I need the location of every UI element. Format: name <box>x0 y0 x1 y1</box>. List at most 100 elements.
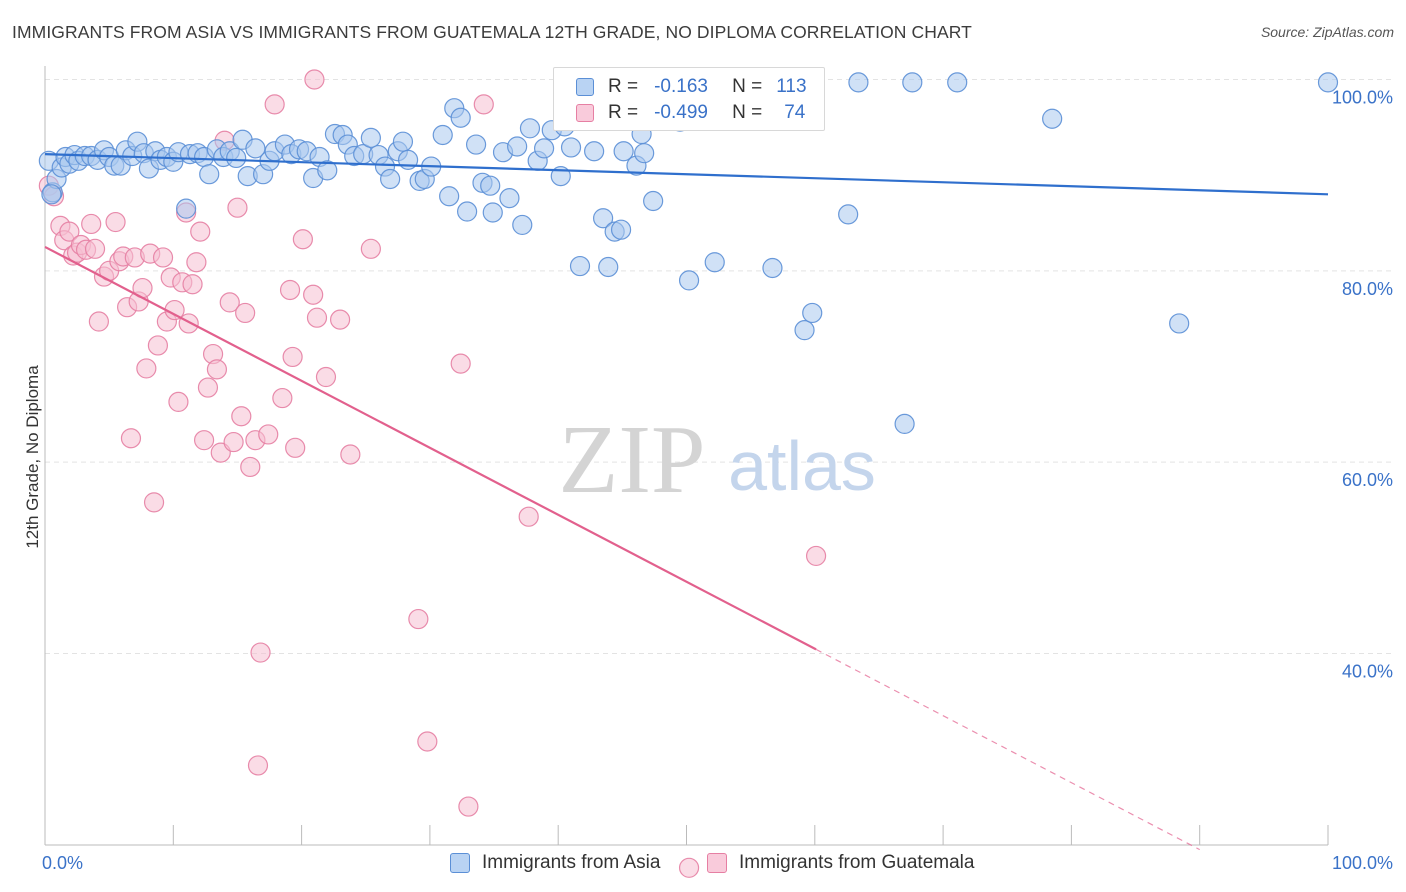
asia-point <box>560 137 582 158</box>
guatemala-point <box>136 358 157 379</box>
guatemala-point <box>450 353 471 374</box>
guatemala-point <box>329 309 351 330</box>
asia-point <box>450 107 471 128</box>
asia-point <box>499 188 520 209</box>
legend-r-value: -0.499 <box>654 102 708 123</box>
asia-point <box>392 131 414 152</box>
guatemala-point <box>306 307 328 328</box>
legend-n-value: 113 <box>776 76 807 97</box>
guatemala-point <box>292 229 313 250</box>
guatemala-point <box>219 292 240 313</box>
asia-point <box>643 190 664 212</box>
legend-r-label: R = <box>608 76 639 97</box>
asia-legend-swatch <box>450 853 470 873</box>
y-tick-label: 60.0% <box>1342 470 1393 490</box>
asia-points <box>38 72 1339 434</box>
asia-point <box>1042 108 1063 129</box>
watermark-atlas: atlas <box>728 427 876 505</box>
guatemala-point <box>143 492 165 513</box>
asia-point <box>482 202 503 223</box>
guatemala-legend-swatch <box>707 853 727 873</box>
asia-point <box>480 175 501 196</box>
guatemala-swatch <box>576 104 594 122</box>
guatemala-point <box>147 335 169 356</box>
asia-point <box>569 255 591 277</box>
guatemala-point <box>223 431 244 453</box>
asia-point <box>1317 72 1339 93</box>
y-tick-label: 40.0% <box>1342 662 1393 682</box>
guatemala-point <box>282 346 303 368</box>
guatemala-point <box>231 406 252 427</box>
guatemala-point <box>182 274 203 295</box>
legend-row-guatemala: R = -0.499 N = 74 <box>576 101 805 125</box>
guatemala-trend-extension <box>815 648 1200 851</box>
guatemala-point <box>235 302 256 324</box>
asia-point <box>245 138 266 159</box>
guatemala-point <box>178 313 199 334</box>
legend-row-asia: R = -0.163 N = 113 <box>576 75 807 99</box>
asia-trend-line <box>44 153 1329 196</box>
guatemala-point <box>59 221 80 242</box>
tick-labels: 100.0% 80.0% 60.0% 40.0% 0.0% 100.0% <box>42 88 1393 874</box>
guatemala-point <box>250 642 271 663</box>
asia-point <box>838 204 859 225</box>
x-tick-label: 100.0% <box>1332 853 1393 873</box>
chart-source: Source: ZipAtlas.com <box>1260 24 1394 40</box>
guatemala-point <box>227 197 248 218</box>
asia-point <box>894 413 915 434</box>
asia-point <box>199 164 220 185</box>
asia-point <box>512 214 533 236</box>
guatemala-point <box>193 430 215 451</box>
watermark-zip: ZIP <box>559 406 706 514</box>
asia-point <box>848 72 869 93</box>
guatemala-point <box>458 796 479 817</box>
asia-point <box>432 124 453 146</box>
guatemala-points <box>38 69 827 878</box>
guatemala-point <box>240 456 261 478</box>
asia-point <box>802 302 823 324</box>
asia-point <box>533 138 555 159</box>
guatemala-point <box>152 247 174 268</box>
guatemala-point <box>81 213 102 235</box>
guatemala-point <box>285 437 306 458</box>
asia-point <box>1169 313 1190 334</box>
guatemala-point <box>247 755 269 776</box>
legend-n-label: N = <box>732 76 763 97</box>
guatemala-point <box>168 391 189 412</box>
guatemala-point <box>417 731 438 752</box>
asia-point <box>41 184 62 205</box>
asia-point <box>519 118 541 139</box>
y-axis-label: 12th Grade, No Diploma <box>23 365 42 549</box>
guatemala-point <box>84 238 106 259</box>
asia-point <box>762 257 783 279</box>
guatemala-point <box>88 311 109 332</box>
guatemala-point <box>264 94 285 115</box>
asia-point <box>947 72 968 93</box>
asia-point <box>613 141 634 162</box>
correlation-legend: R = -0.163 N = 113 R = -0.499 N = 74 <box>553 67 825 131</box>
guatemala-point <box>206 359 228 380</box>
guatemala-point <box>518 506 539 527</box>
guatemala-point <box>473 94 494 115</box>
asia-point <box>360 127 381 148</box>
guatemala-point <box>304 69 325 90</box>
guatemala-legend-label: Immigrants from Guatemala <box>739 852 975 873</box>
asia-point <box>678 270 700 291</box>
guatemala-point <box>186 252 207 273</box>
asia-point <box>507 136 528 157</box>
asia-point <box>598 256 619 278</box>
asia-point <box>584 141 605 162</box>
x-tick-label: 0.0% <box>42 853 83 873</box>
guatemala-point <box>197 377 219 398</box>
guatemala-point <box>805 545 827 567</box>
guatemala-point <box>105 211 126 233</box>
asia-swatch <box>576 78 594 96</box>
asia-point <box>610 219 632 240</box>
asia-point <box>794 320 815 341</box>
series-legend-asia: Immigrants from Asia <box>450 850 660 876</box>
guatemala-point <box>258 424 279 445</box>
watermark: ZIP atlas <box>559 406 876 514</box>
asia-point <box>380 168 401 190</box>
chart-title: IMMIGRANTS FROM ASIA VS IMMIGRANTS FROM … <box>12 22 972 42</box>
